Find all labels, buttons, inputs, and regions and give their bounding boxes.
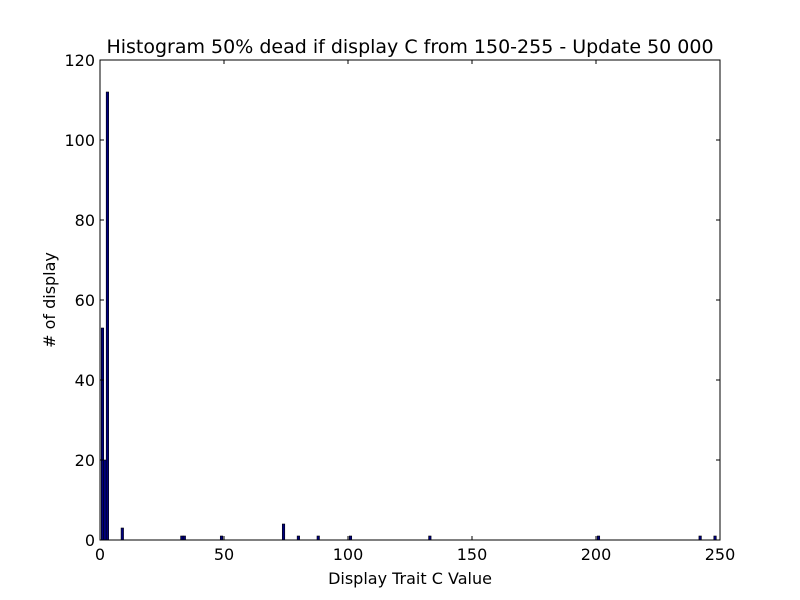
histogram-bar [180,535,184,541]
x-tick-label: 150 [457,545,488,564]
histogram-bar [100,327,105,541]
y-tick-label: 80 [75,211,95,230]
histogram-bar [348,535,353,541]
x-tick-label: 50 [214,545,234,564]
plot-frame [99,59,721,541]
histogram-bar [281,523,286,541]
y-tick-label: 120 [64,51,95,70]
histogram-bar [103,459,107,541]
x-tick-label: 250 [705,545,736,564]
y-tick-label: 0 [85,531,95,550]
x-axis-label: Display Trait C Value [328,569,492,588]
y-axis-label: # of display [40,252,59,348]
histogram-bar [182,535,186,541]
histogram-bar [596,535,601,541]
y-tick-label: 20 [75,451,95,470]
histogram-bar [105,91,109,541]
histogram-bar [428,535,432,541]
bar-group [100,91,717,541]
histogram-bar [219,535,224,541]
chart-title: Histogram 50% dead if display C from 150… [106,36,713,58]
y-tick-label: 60 [75,291,95,310]
histogram-bar [713,535,717,541]
histogram-bar [120,527,124,541]
x-tick-label: 200 [581,545,612,564]
y-tick-label: 40 [75,371,95,390]
histogram-bar [296,535,300,541]
axis-ticks: 0 50 100 150 200 250 0 20 40 60 80 100 120 [64,51,735,564]
x-tick-label: 0 [95,545,105,564]
histogram-bar [698,535,702,541]
x-tick-label: 100 [333,545,364,564]
histogram-bar [316,535,320,541]
y-tick-label: 100 [64,131,95,150]
